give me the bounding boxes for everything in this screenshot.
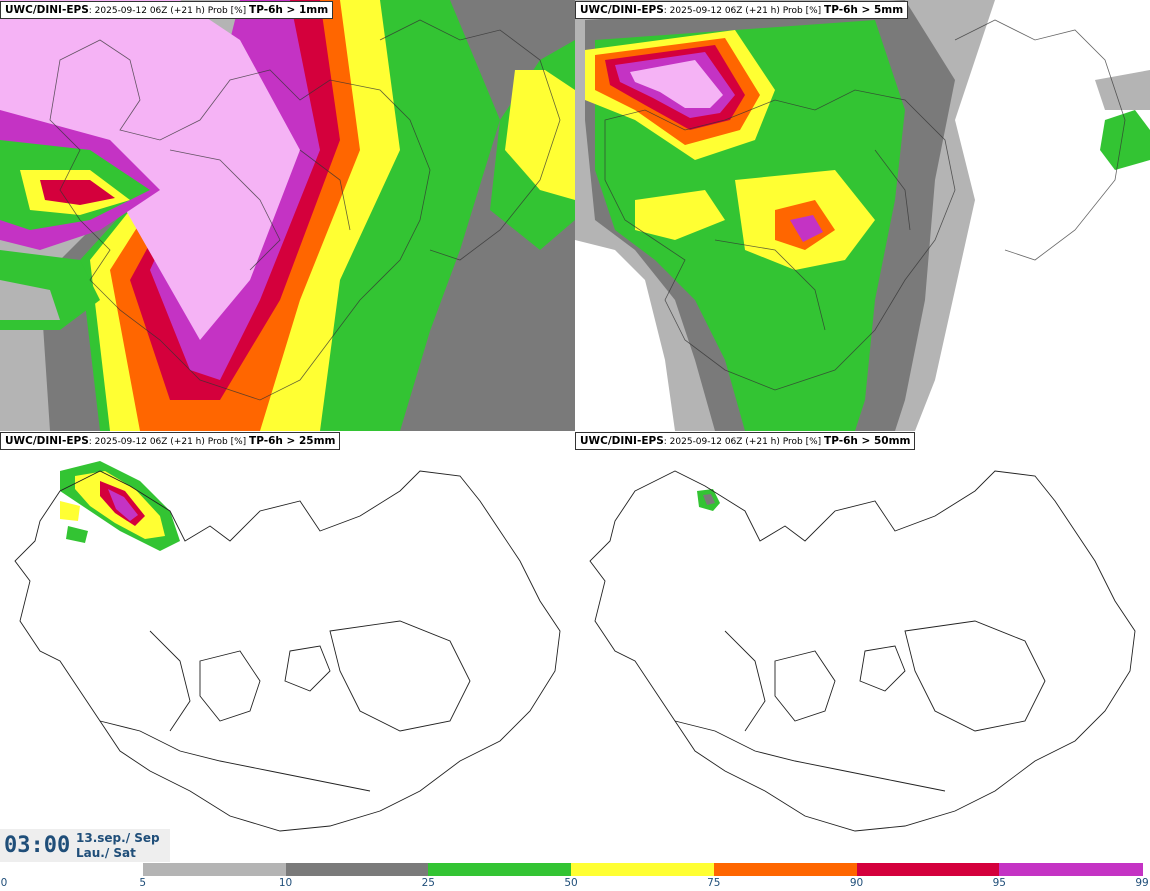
colorbar-segment (428, 863, 572, 876)
probability-map (0, 431, 575, 862)
model-name: UWC/DINI-EPS (5, 4, 89, 16)
colorbar-tick-label: 75 (707, 877, 721, 889)
colorbar-segment (571, 863, 715, 876)
variable-label: TP-6h > 50mm (824, 435, 911, 447)
map-panel-5mm: UWC/DINI-EPS: 2025-09-12 06Z (+21 h) Pro… (575, 0, 1150, 431)
variable-label: TP-6h > 5mm (824, 4, 904, 16)
colorbar-segment (856, 863, 1001, 876)
panel-title: UWC/DINI-EPS: 2025-09-12 06Z (+21 h) Pro… (575, 1, 909, 19)
valid-time-clock: 03:00 (4, 833, 71, 858)
colorbar-segment (142, 863, 287, 876)
valid-date: 13.sep./ Sep Lau./ Sat (76, 831, 160, 861)
probability-map (575, 0, 1150, 431)
panel-title: UWC/DINI-EPS: 2025-09-12 06Z (+21 h) Pro… (0, 1, 334, 19)
colorbar-tick-label: 0 (0, 877, 8, 889)
valid-date-text: 13.sep./ Sep (76, 830, 160, 845)
colorbar-tick-label: 25 (421, 877, 435, 889)
model-name: UWC/DINI-EPS (5, 435, 89, 447)
colorbar-tick-label: 5 (139, 877, 147, 889)
probability-map (0, 0, 575, 431)
probability-colorbar: 0 5 10 25 50 75 90 95 99 (0, 863, 1150, 891)
run-info: : 2025-09-12 06Z (+21 h) Prob [%] (88, 6, 250, 16)
colorbar-tick-label: 10 (278, 877, 293, 889)
run-info: : 2025-09-12 06Z (+21 h) Prob [%] (663, 6, 825, 16)
panel-title: UWC/DINI-EPS: 2025-09-12 06Z (+21 h) Pro… (575, 432, 916, 450)
colorbar-tick-label: 99 (1135, 877, 1149, 889)
variable-label: TP-6h > 1mm (249, 4, 329, 16)
probability-map (575, 431, 1150, 862)
colorbar-tick-label: 90 (849, 877, 864, 889)
valid-time-box: 03:00 13.sep./ Sep Lau./ Sat (0, 829, 170, 862)
run-info: : 2025-09-12 06Z (+21 h) Prob [%] (663, 437, 825, 447)
colorbar-segment (0, 863, 144, 876)
model-name: UWC/DINI-EPS (580, 435, 664, 447)
variable-label: TP-6h > 25mm (249, 435, 336, 447)
colorbar-segment (285, 863, 430, 876)
model-name: UWC/DINI-EPS (580, 4, 664, 16)
colorbar-segment (713, 863, 858, 876)
map-panel-1mm: UWC/DINI-EPS: 2025-09-12 06Z (+21 h) Pro… (0, 0, 575, 431)
run-info: : 2025-09-12 06Z (+21 h) Prob [%] (88, 437, 250, 447)
colorbar-tick-label: 50 (564, 877, 578, 889)
valid-day-text: Lau./ Sat (76, 845, 136, 860)
colorbar-segment (999, 863, 1143, 876)
panel-title: UWC/DINI-EPS: 2025-09-12 06Z (+21 h) Pro… (0, 432, 341, 450)
map-panel-50mm: UWC/DINI-EPS: 2025-09-12 06Z (+21 h) Pro… (575, 431, 1150, 862)
map-panel-25mm: UWC/DINI-EPS: 2025-09-12 06Z (+21 h) Pro… (0, 431, 575, 862)
colorbar-tick-label: 95 (992, 877, 1006, 889)
